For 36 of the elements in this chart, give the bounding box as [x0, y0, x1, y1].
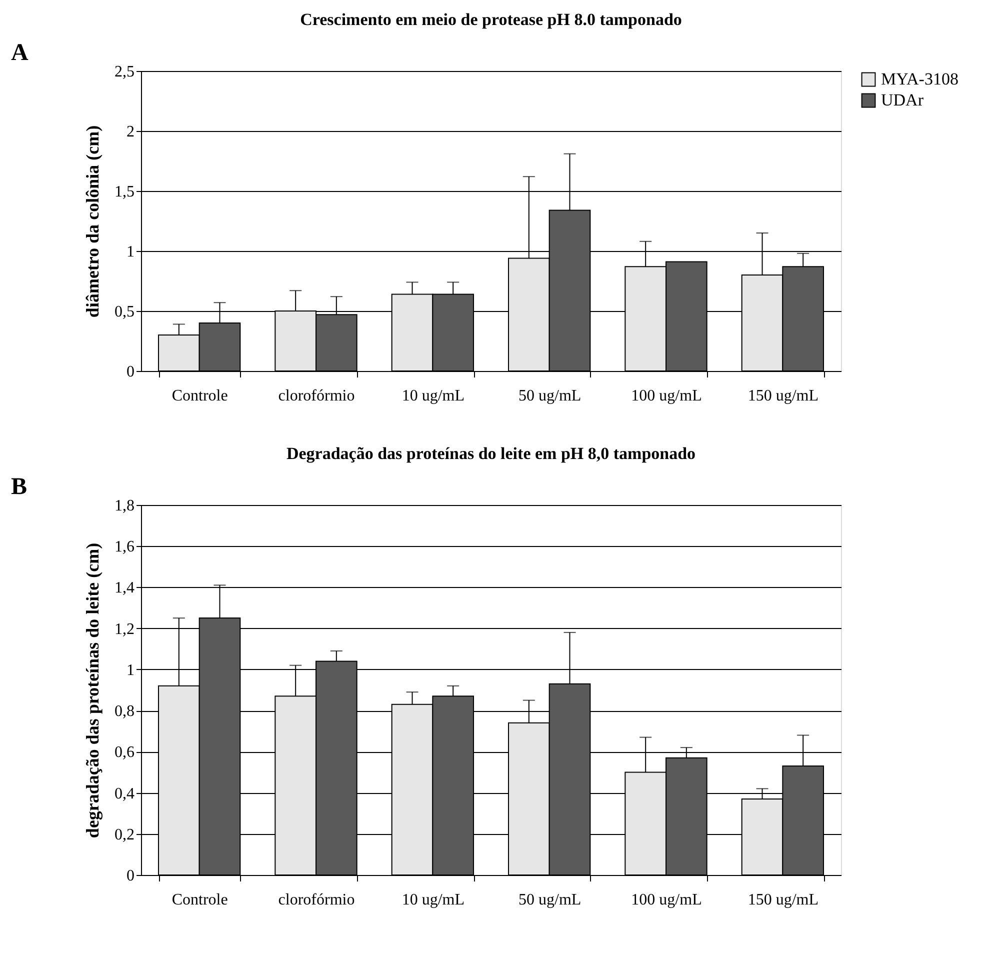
x-tick-label: 150 ug/mL	[748, 388, 819, 404]
chart-title: Crescimento em meio de protease pH 8.0 tamponado	[300, 10, 682, 29]
y-tick-label: 2,5	[114, 64, 134, 80]
y-tick-label: 1	[126, 662, 134, 679]
y-axis-title: degradação das proteínas do leite (cm)	[82, 542, 102, 838]
y-tick-label: 0,8	[114, 703, 134, 720]
x-tick-label: 100 ug/mL	[631, 388, 702, 404]
y-tick-label: 2	[126, 124, 134, 140]
x-tick-label: Controle	[172, 892, 228, 908]
y-tick-label: 1,4	[114, 580, 134, 597]
x-tick-label: 10 ug/mL	[402, 892, 465, 908]
legend-label: UDAr	[881, 90, 924, 110]
x-tick-label: 50 ug/mL	[518, 388, 582, 404]
y-axis-title: diâmetro da colônia (cm)	[82, 125, 102, 318]
x-tick-label: 100 ug/mL	[631, 892, 702, 908]
text: A	[11, 40, 29, 66]
y-tick-label: 0,5	[114, 304, 134, 320]
text: B	[11, 474, 28, 500]
legend-label: MYA-3108	[881, 70, 958, 88]
y-tick-label: 1	[126, 244, 134, 260]
x-tick-label: 50 ug/mL	[518, 892, 582, 908]
chart-title: Degradação das proteínas do leite em pH 8,0 tamponado	[286, 444, 696, 463]
y-tick-label: 0	[126, 364, 134, 380]
y-tick-label: 0,4	[114, 785, 134, 802]
x-tick-label: 150 ug/mL	[748, 892, 819, 908]
y-tick-label: 0,6	[114, 744, 134, 762]
y-tick-label: 1,8	[114, 498, 134, 514]
x-tick-label: 10 ug/mL	[402, 388, 465, 404]
y-tick-label: 1,5	[114, 184, 134, 200]
x-tick-label: clorofórmio	[278, 388, 355, 404]
y-tick-label: 0	[126, 868, 134, 884]
y-tick-label: 0,2	[114, 826, 134, 844]
y-tick-label: 1,2	[114, 620, 134, 638]
y-tick-label: 1,6	[114, 538, 134, 556]
x-tick-label: clorofórmio	[278, 892, 355, 908]
x-tick-label: Controle	[172, 388, 228, 404]
